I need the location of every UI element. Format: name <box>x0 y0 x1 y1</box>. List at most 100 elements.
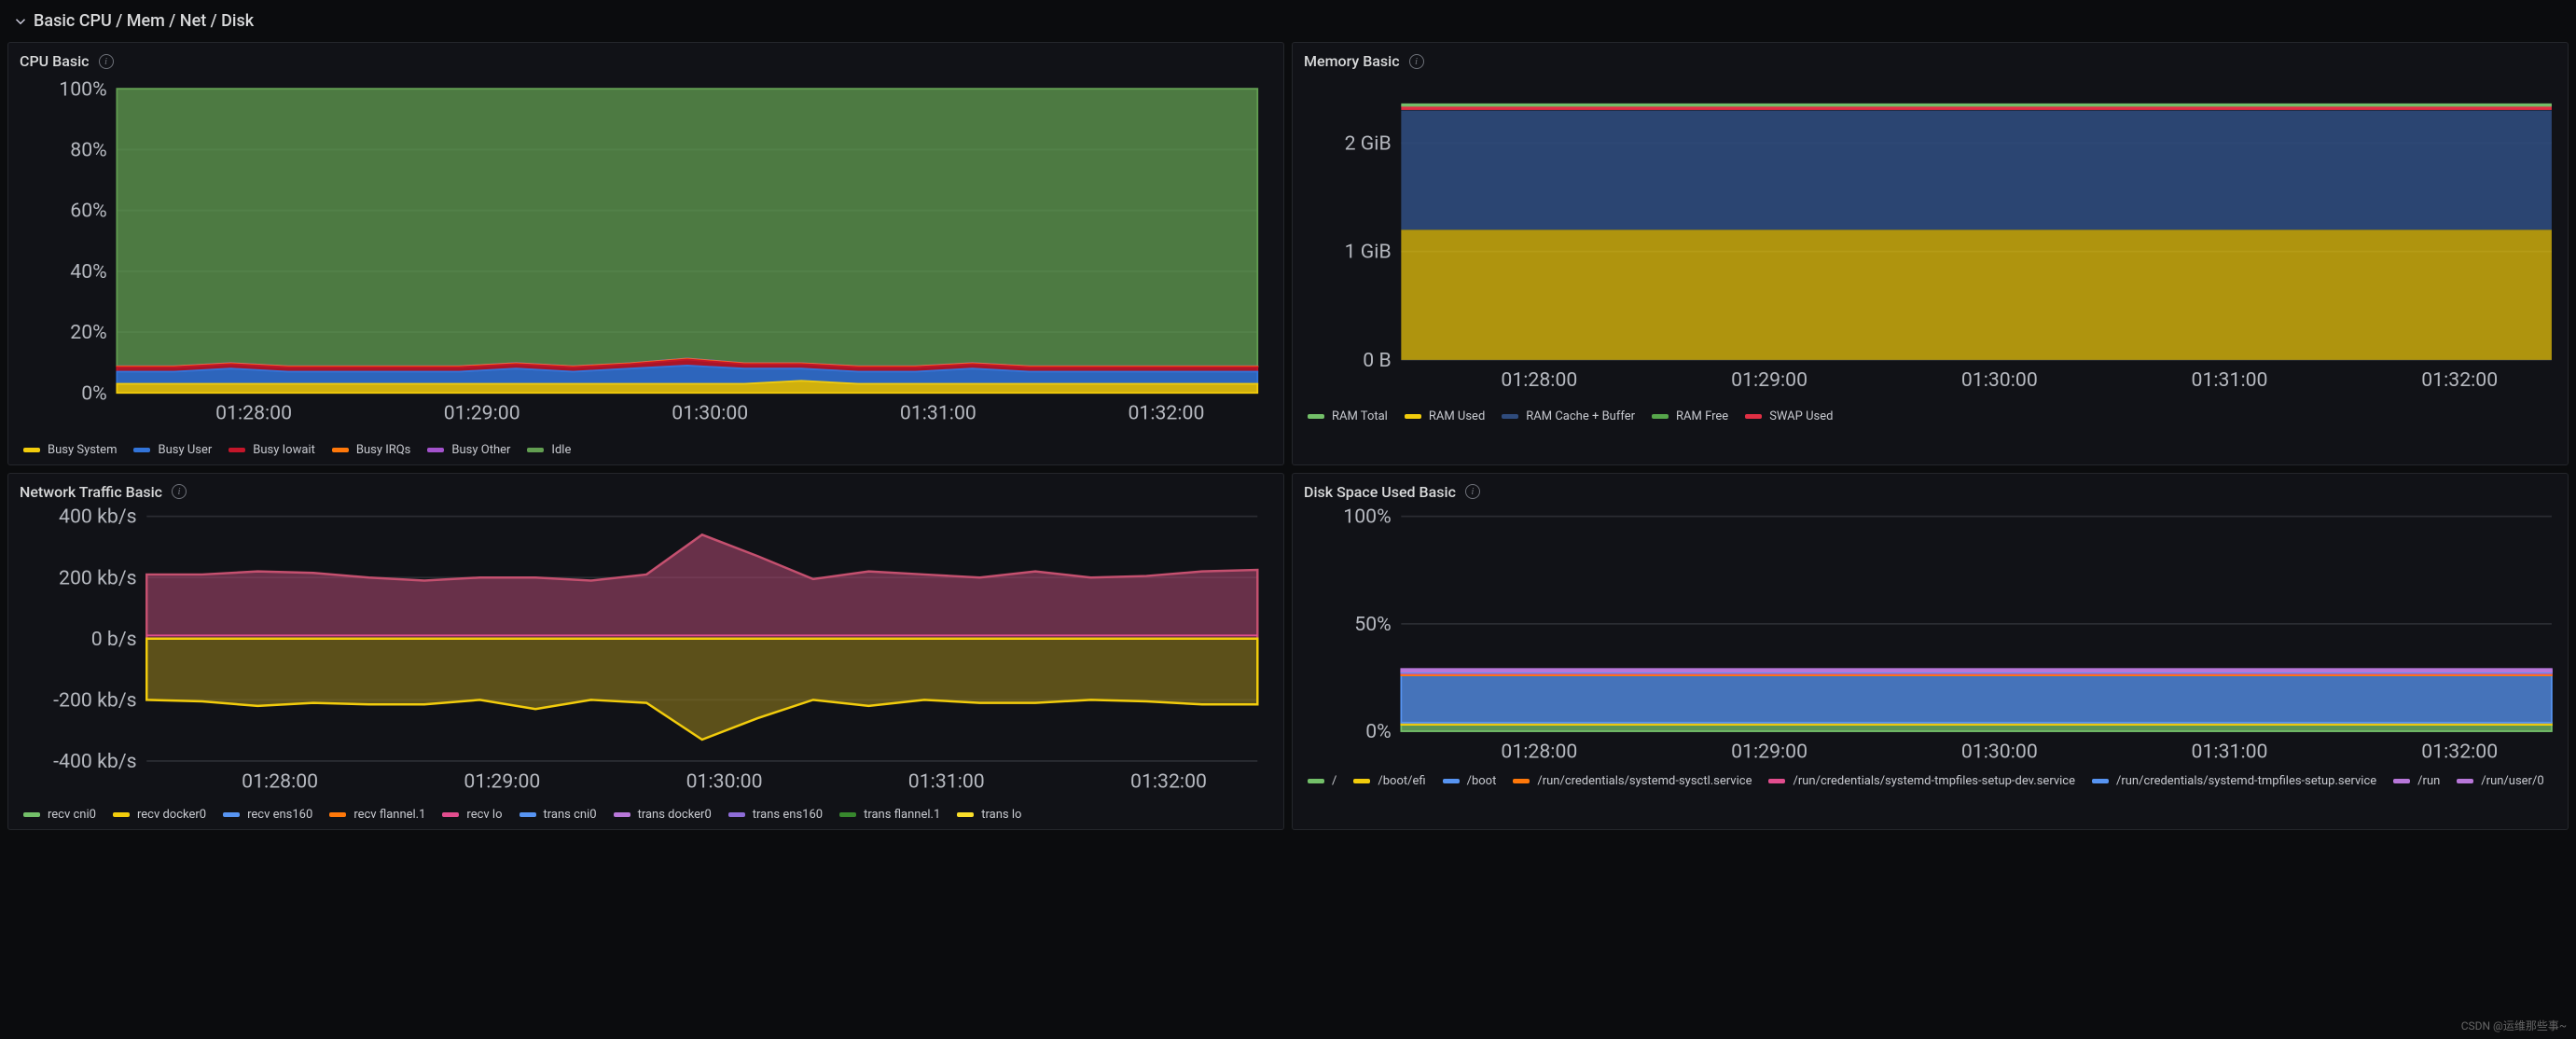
panel-grid: CPU Basic i 0%20%40%60%80%100%01:28:0001… <box>7 42 2569 830</box>
panel-header: Network Traffic Basic i <box>18 481 1274 506</box>
legend-swatch <box>332 448 349 452</box>
legend-item[interactable]: trans cni0 <box>519 808 597 822</box>
svg-text:01:30:00: 01:30:00 <box>1961 368 2038 392</box>
legend-swatch <box>614 812 630 817</box>
legend-item[interactable]: recv lo <box>442 808 502 822</box>
legend-item[interactable]: /run/credentials/systemd-tmpfiles-setup-… <box>1768 774 2075 788</box>
legend-label: recv docker0 <box>137 808 206 822</box>
legend-swatch <box>329 812 346 817</box>
svg-text:100%: 100% <box>1343 506 1391 529</box>
svg-text:01:29:00: 01:29:00 <box>464 769 540 793</box>
legend-item[interactable]: Busy IRQs <box>332 443 411 457</box>
legend-item[interactable]: SWAP Used <box>1745 409 1833 423</box>
legend-item[interactable]: RAM Used <box>1405 409 1485 423</box>
svg-text:01:31:00: 01:31:00 <box>2192 368 2268 392</box>
legend-item[interactable]: trans docker0 <box>614 808 712 822</box>
disk-legend: / /boot/efi/boot/run/credentials/systemd-… <box>1302 770 2558 790</box>
cpu-chart[interactable]: 0%20%40%60%80%100%01:28:0001:29:0001:30:… <box>18 76 1274 439</box>
svg-text:-400 kb/s: -400 kb/s <box>53 750 136 773</box>
legend-item[interactable]: Busy Iowait <box>229 443 315 457</box>
memory-chart[interactable]: 0 B1 GiB2 GiB01:28:0001:29:0001:30:0001:… <box>1302 76 2558 406</box>
legend-swatch <box>1443 779 1460 783</box>
legend-label: /boot <box>1467 774 1497 788</box>
legend-item[interactable]: /boot/efi <box>1353 774 1425 788</box>
legend-swatch <box>1768 779 1785 783</box>
legend-label: /run/credentials/systemd-sysctl.service <box>1537 774 1752 788</box>
svg-text:0 b/s: 0 b/s <box>91 628 137 651</box>
info-icon[interactable]: i <box>172 484 187 499</box>
panel-header: CPU Basic i <box>18 50 1274 76</box>
info-icon[interactable]: i <box>1409 54 1424 69</box>
legend-item[interactable]: RAM Total <box>1308 409 1388 423</box>
legend-item[interactable]: /run/credentials/systemd-sysctl.service <box>1513 774 1752 788</box>
legend-label: recv flannel.1 <box>353 808 425 822</box>
row-title: Basic CPU / Mem / Net / Disk <box>34 11 254 31</box>
memory-legend: RAM Total RAM Used RAM Cache + Buffer RAM F… <box>1302 406 2558 425</box>
legend-label: / <box>1332 774 1336 788</box>
svg-text:01:32:00: 01:32:00 <box>2421 368 2498 392</box>
svg-text:100%: 100% <box>59 77 106 101</box>
legend-label: /boot/efi <box>1378 774 1425 788</box>
svg-text:01:28:00: 01:28:00 <box>1501 368 1577 392</box>
legend-item[interactable]: / <box>1308 774 1336 788</box>
legend-label: RAM Cache + Buffer <box>1526 409 1635 423</box>
svg-text:01:31:00: 01:31:00 <box>908 769 985 793</box>
legend-item[interactable]: /boot <box>1443 774 1497 788</box>
svg-text:01:28:00: 01:28:00 <box>1501 740 1577 763</box>
legend-swatch <box>1745 414 1762 419</box>
legend-item[interactable]: trans flannel.1 <box>839 808 940 822</box>
legend-label: recv lo <box>466 808 502 822</box>
panel-network[interactable]: Network Traffic Basic i -400 kb/s-200 kb… <box>7 473 1284 830</box>
legend-label: trans docker0 <box>638 808 712 822</box>
legend-item[interactable]: recv ens160 <box>223 808 312 822</box>
legend-item[interactable]: RAM Cache + Buffer <box>1502 409 1635 423</box>
panel-cpu[interactable]: CPU Basic i 0%20%40%60%80%100%01:28:0001… <box>7 42 1284 465</box>
legend-item[interactable]: /run/credentials/systemd-tmpfiles-setup.… <box>2092 774 2376 788</box>
legend-item[interactable]: recv cni0 <box>23 808 96 822</box>
legend-swatch <box>519 812 536 817</box>
svg-text:01:29:00: 01:29:00 <box>1731 740 1807 763</box>
legend-item[interactable]: Busy User <box>133 443 212 457</box>
legend-swatch <box>839 812 856 817</box>
svg-text:0%: 0% <box>81 381 107 405</box>
svg-text:01:29:00: 01:29:00 <box>1731 368 1807 392</box>
legend-label: /run/credentials/systemd-tmpfiles-setup.… <box>2116 774 2376 788</box>
legend-item[interactable]: Busy System <box>23 443 117 457</box>
legend-label: /run/credentials/systemd-tmpfiles-setup-… <box>1793 774 2075 788</box>
legend-item[interactable]: recv flannel.1 <box>329 808 425 822</box>
legend-item[interactable]: /run <box>2393 774 2440 788</box>
svg-text:01:28:00: 01:28:00 <box>215 402 292 425</box>
legend-swatch <box>113 812 130 817</box>
svg-text:80%: 80% <box>70 138 106 161</box>
info-icon[interactable]: i <box>1465 484 1480 499</box>
row-header[interactable]: Basic CPU / Mem / Net / Disk <box>7 7 2569 42</box>
legend-item[interactable]: Busy Other <box>427 443 510 457</box>
svg-text:01:28:00: 01:28:00 <box>242 769 318 793</box>
legend-swatch <box>527 448 544 452</box>
legend-label: trans lo <box>981 808 1021 822</box>
legend-label: RAM Free <box>1676 409 1728 423</box>
legend-swatch <box>2457 779 2473 783</box>
svg-text:01:31:00: 01:31:00 <box>2192 740 2268 763</box>
svg-text:400 kb/s: 400 kb/s <box>59 506 137 529</box>
legend-item[interactable]: trans ens160 <box>728 808 823 822</box>
legend-item[interactable]: RAM Free <box>1652 409 1728 423</box>
disk-chart[interactable]: 0%50%100%01:28:0001:29:0001:30:0001:31:0… <box>1302 506 2558 771</box>
legend-item[interactable]: /run/user/0 <box>2457 774 2543 788</box>
legend-item[interactable]: trans lo <box>957 808 1021 822</box>
panel-memory[interactable]: Memory Basic i 0 B1 GiB2 GiB01:28:0001:2… <box>1292 42 2569 465</box>
panel-title: CPU Basic <box>20 52 90 70</box>
network-chart[interactable]: -400 kb/s-200 kb/s0 b/s200 kb/s400 kb/s0… <box>18 506 1274 804</box>
info-icon[interactable]: i <box>99 54 114 69</box>
legend-swatch <box>229 448 245 452</box>
legend-swatch <box>223 812 240 817</box>
svg-text:0%: 0% <box>1365 720 1392 743</box>
legend-item[interactable]: Idle <box>527 443 571 457</box>
panel-header: Memory Basic i <box>1302 50 2558 76</box>
panel-disk[interactable]: Disk Space Used Basic i 0%50%100%01:28:0… <box>1292 473 2569 830</box>
legend-label: Busy System <box>48 443 117 457</box>
legend-item[interactable]: recv docker0 <box>113 808 206 822</box>
panel-title: Network Traffic Basic <box>20 483 162 501</box>
legend-label: Idle <box>551 443 571 457</box>
legend-label: Busy IRQs <box>356 443 411 457</box>
